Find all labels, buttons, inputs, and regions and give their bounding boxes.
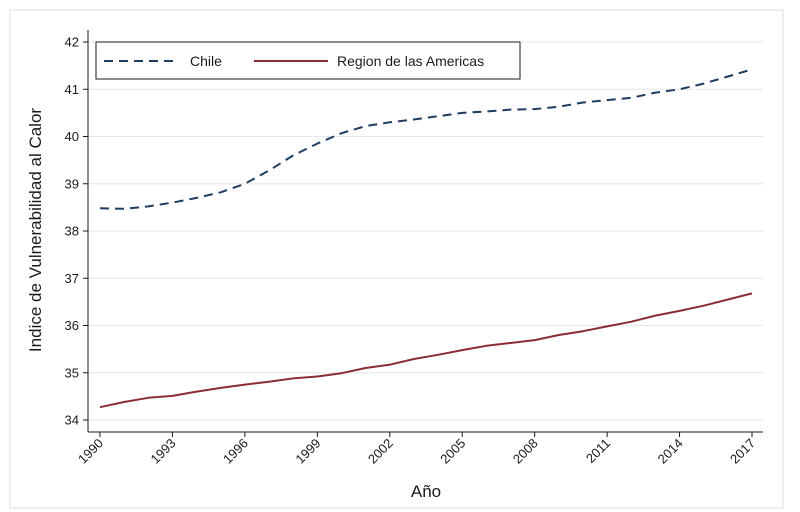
y-tick-label: 38: [65, 224, 79, 239]
y-tick-label: 36: [65, 318, 79, 333]
legend-label-0: Chile: [190, 53, 222, 69]
y-tick-label: 42: [65, 35, 79, 50]
x-axis-title: Año: [411, 482, 441, 501]
series-line-1: [99, 292, 753, 409]
outer-frame: [9, 9, 784, 509]
y-tick-label: 34: [65, 413, 79, 428]
y-tick-label: 41: [65, 82, 79, 97]
y-tick-label: 37: [65, 271, 79, 286]
legend: Chile Region de las Americas: [95, 41, 521, 80]
legend-label-1: Region de las Americas: [337, 53, 484, 69]
y-axis-title: Indice de Vulnerabilidad al Calor: [26, 108, 45, 352]
series-line-0: [99, 68, 753, 210]
y-tick-label: 35: [65, 365, 79, 380]
y-tick-label: 39: [65, 176, 79, 191]
series-lines: [99, 68, 753, 409]
y-tick-label: 40: [65, 129, 79, 144]
